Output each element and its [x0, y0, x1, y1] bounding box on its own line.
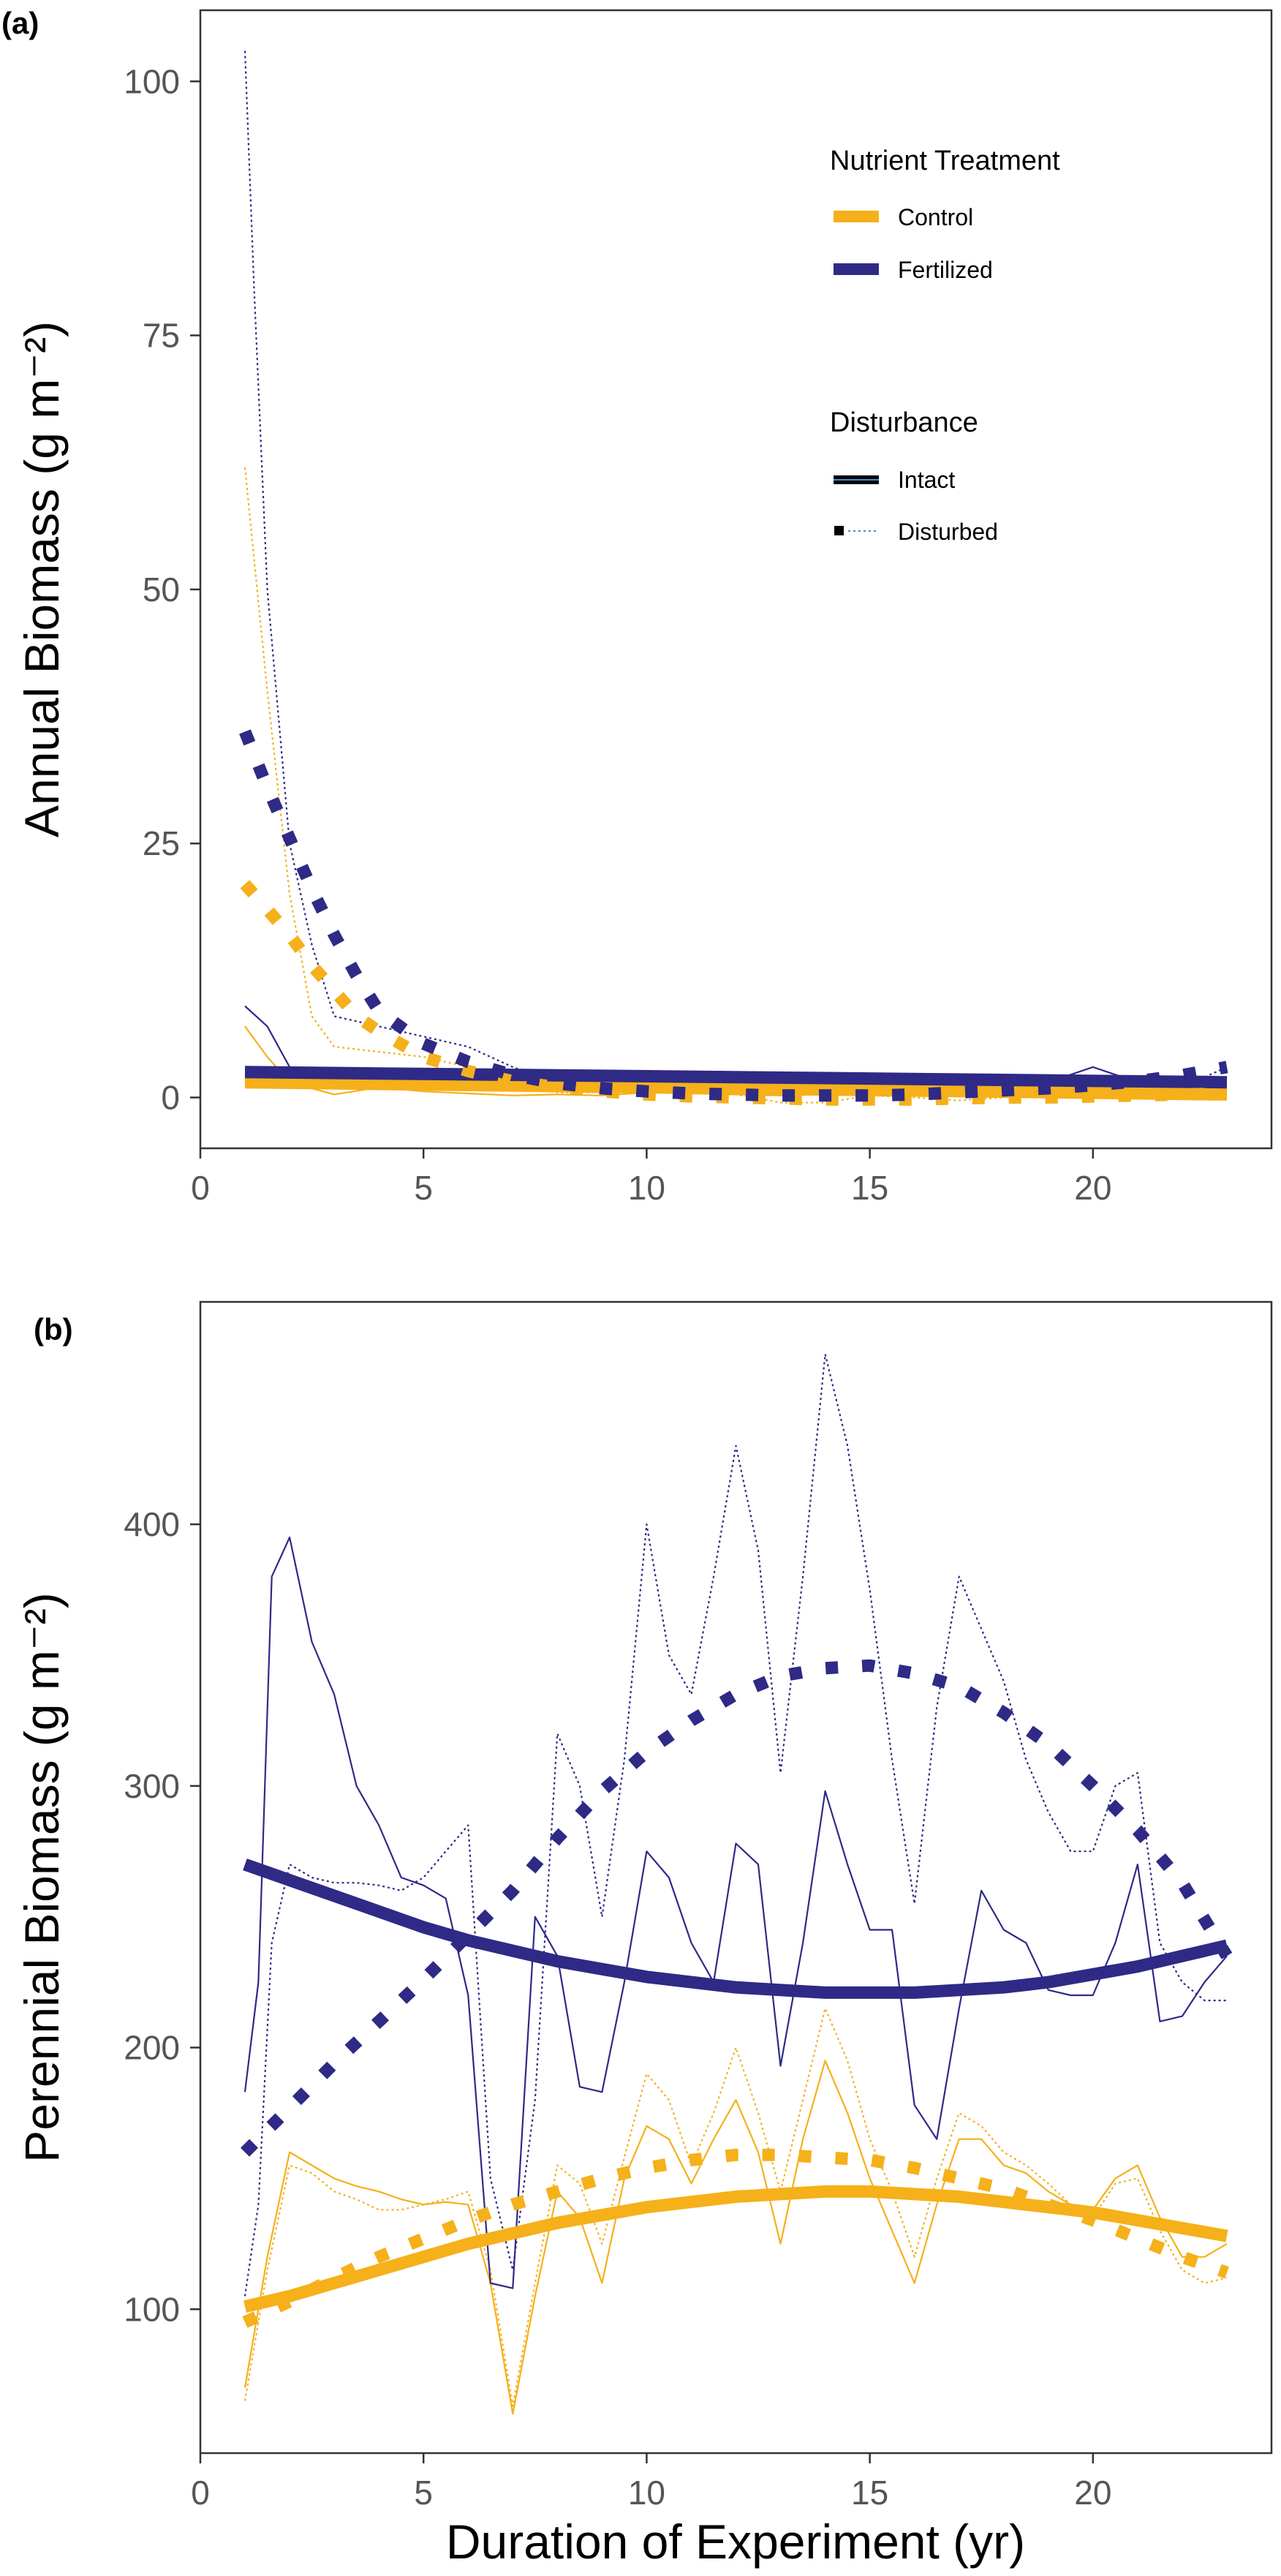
legend: Nutrient Treatment Control Fertilized Di…	[830, 146, 1060, 545]
x-tick-label: 10	[628, 2474, 665, 2512]
y-tick-label: 400	[124, 1505, 180, 1543]
panel-a: (a) 0 5 10 15 20 0 25 50 75 100 Annual Biomass (g…	[1, 6, 1273, 1207]
x-axis-title: Duration of Experiment (yr)	[446, 2515, 1025, 2569]
series-line-fertilized-disturbed-fit	[241, 1659, 1233, 2157]
legend-control-label: Control	[898, 204, 973, 230]
series-line-control-intact-fit	[244, 1076, 1228, 1101]
series-line-control-disturbed-fit	[240, 880, 1228, 1106]
panel-b-series	[241, 1353, 1233, 2415]
x-tick-label: 5	[414, 2474, 433, 2512]
series-line-fertilized-disturbed-fit	[239, 729, 1228, 1102]
panel-a-y-axis-title: Annual Biomass (g m⁻²)	[15, 321, 69, 837]
panel-a-axis-ticks: 0 5 10 15 20 0 25 50 75 100	[124, 62, 1111, 1207]
legend-disturbance-title: Disturbance	[830, 407, 978, 438]
panel-b-axis-ticks: 0 5 10 15 20 100 200 300 400	[124, 1505, 1111, 2512]
legend-disturbed-swatch	[834, 526, 844, 535]
x-tick-label: 20	[1074, 1169, 1111, 1207]
y-tick-label: 200	[124, 2029, 180, 2067]
panel-b-y-axis-title: Perennial Biomass (g m⁻²)	[15, 1592, 69, 2162]
series-line-fertilized-disturbed-observed	[243, 1353, 1227, 2297]
panel-a-label: (a)	[1, 6, 39, 40]
x-tick-label: 10	[628, 1169, 665, 1207]
x-tick-label: 0	[191, 2474, 210, 2512]
series-line-fertilized-intact-fit	[244, 1066, 1228, 1089]
x-tick-label: 15	[851, 1169, 888, 1207]
series-line-control-disturbed-observed	[243, 467, 1228, 1104]
y-tick-label: 25	[143, 824, 180, 862]
legend-nutrient-title: Nutrient Treatment	[830, 146, 1060, 176]
x-tick-label: 15	[851, 2474, 888, 2512]
legend-intact-label: Intact	[898, 467, 955, 493]
y-tick-label: 50	[143, 570, 180, 609]
y-tick-label: 100	[124, 2290, 180, 2328]
legend-disturbed-label: Disturbed	[898, 519, 998, 545]
panel-b-frame	[199, 1300, 1273, 2455]
y-tick-label: 300	[124, 1767, 180, 1805]
series-line-control-disturbed-fit	[242, 2148, 1229, 2328]
series-line-control-disturbed-observed	[243, 2007, 1228, 2407]
y-tick-label: 75	[143, 317, 180, 355]
x-tick-label: 20	[1074, 2474, 1111, 2512]
series-line-control-intact-observed	[243, 2060, 1228, 2415]
x-tick-label: 0	[191, 1169, 210, 1207]
x-tick-label: 5	[414, 1169, 433, 1207]
y-tick-label: 100	[124, 62, 180, 100]
series-line-fertilized-intact-fit	[243, 1858, 1228, 1999]
legend-fertilized-label: Fertilized	[898, 257, 993, 283]
panel-b: (b) 0 5 10 15 20 100 200 300 400 Perennial Bioma…	[15, 1300, 1273, 2569]
series-line-fertilized-intact-observed	[243, 1536, 1228, 2289]
y-tick-label: 0	[161, 1079, 180, 1117]
series-line-fertilized-disturbed-observed	[243, 50, 1228, 1096]
series-line-control-intact-fit	[243, 2185, 1228, 2313]
panel-a-series	[239, 50, 1228, 1106]
panel-b-label: (b)	[34, 1312, 73, 1347]
panel-a-frame	[199, 9, 1273, 1150]
